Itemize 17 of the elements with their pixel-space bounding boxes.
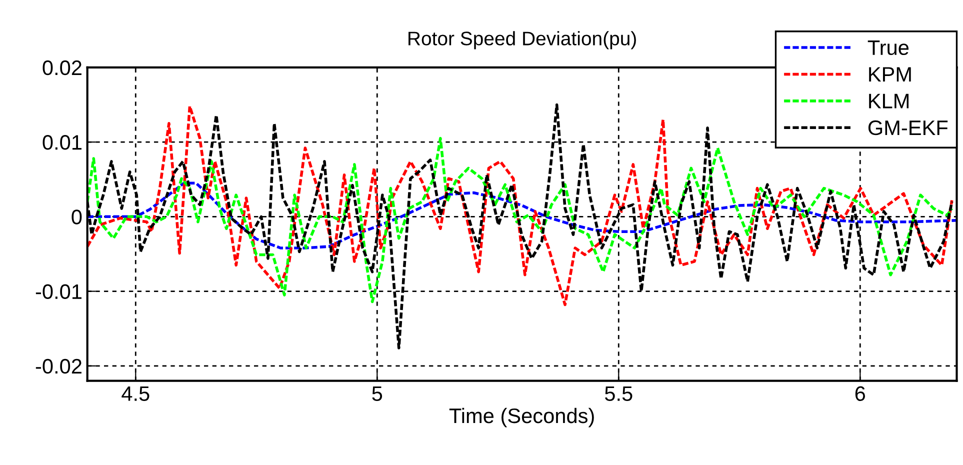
- legend-label: KPM: [869, 67, 911, 82]
- line-series: [87, 136, 954, 304]
- legend-label: KLM: [869, 94, 909, 108]
- x-axis-title: Time (Seconds): [449, 408, 594, 428]
- y-tick-label: -0.02: [36, 358, 82, 374]
- y-tick-label: -0.01: [36, 284, 82, 300]
- y-tick-label: 0.02: [42, 60, 82, 76]
- legend-label: True: [868, 40, 909, 56]
- y-tick-label: 0.01: [42, 135, 82, 150]
- x-tick-label: 5.5: [604, 386, 632, 401]
- line-series: [87, 182, 957, 250]
- y-tick-label: 0: [72, 210, 82, 224]
- legend-label: GM-EKF: [868, 120, 948, 136]
- x-tick-label: 6: [855, 386, 866, 401]
- x-tick-label: 4.5: [122, 386, 150, 401]
- chart-title: Rotor Speed Deviation(pu): [408, 31, 636, 50]
- x-tick-label: 5: [372, 386, 382, 401]
